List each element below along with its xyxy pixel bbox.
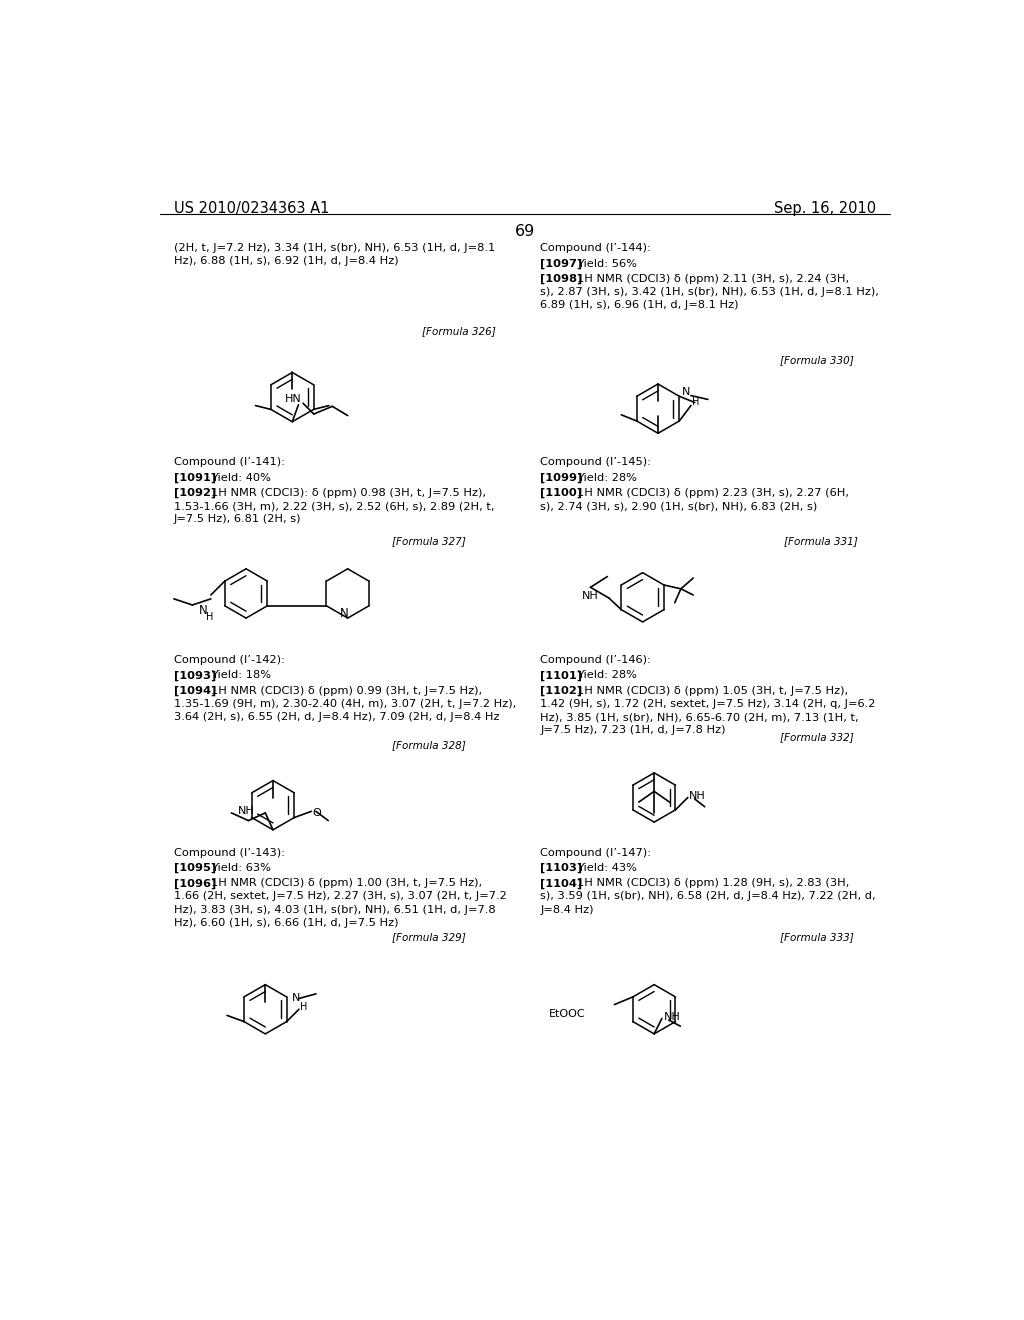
Text: Hz), 3.83 (3H, s), 4.03 (1H, s(br), NH), 6.51 (1H, d, J=7.8: Hz), 3.83 (3H, s), 4.03 (1H, s(br), NH),…	[174, 904, 496, 915]
Text: Yield: 40%: Yield: 40%	[211, 473, 270, 483]
Text: 69: 69	[515, 224, 535, 239]
Text: N: N	[199, 605, 208, 618]
Text: H: H	[300, 1002, 307, 1012]
Text: EtOOC: EtOOC	[549, 1008, 585, 1019]
Text: J=7.5 Hz), 6.81 (2H, s): J=7.5 Hz), 6.81 (2H, s)	[174, 515, 301, 524]
Text: Compound (I’-143):: Compound (I’-143):	[174, 847, 285, 858]
Text: Hz), 6.88 (1H, s), 6.92 (1H, d, J=8.4 Hz): Hz), 6.88 (1H, s), 6.92 (1H, d, J=8.4 Hz…	[174, 256, 398, 267]
Text: [Formula 331]: [Formula 331]	[783, 536, 857, 545]
Text: [Formula 328]: [Formula 328]	[392, 739, 466, 750]
Text: NH: NH	[582, 591, 598, 601]
Text: Yield: 56%: Yield: 56%	[578, 259, 637, 268]
Text: NH: NH	[689, 791, 707, 801]
Text: s), 2.87 (3H, s), 3.42 (1H, s(br), NH), 6.53 (1H, d, J=8.1 Hz),: s), 2.87 (3H, s), 3.42 (1H, s(br), NH), …	[541, 286, 879, 297]
Text: s), 2.74 (3H, s), 2.90 (1H, s(br), NH), 6.83 (2H, s): s), 2.74 (3H, s), 2.90 (1H, s(br), NH), …	[541, 502, 817, 511]
Text: [Formula 332]: [Formula 332]	[779, 733, 853, 742]
Text: 1H NMR (CDCl3) δ (ppm) 1.00 (3H, t, J=7.5 Hz),: 1H NMR (CDCl3) δ (ppm) 1.00 (3H, t, J=7.…	[211, 878, 481, 888]
Text: Sep. 16, 2010: Sep. 16, 2010	[774, 201, 876, 215]
Text: 1.53-1.66 (3H, m), 2.22 (3H, s), 2.52 (6H, s), 2.89 (2H, t,: 1.53-1.66 (3H, m), 2.22 (3H, s), 2.52 (6…	[174, 502, 495, 511]
Text: O: O	[312, 808, 322, 818]
Text: [Formula 333]: [Formula 333]	[779, 932, 853, 942]
Text: N: N	[340, 607, 349, 619]
Text: s), 3.59 (1H, s(br), NH), 6.58 (2H, d, J=8.4 Hz), 7.22 (2H, d,: s), 3.59 (1H, s(br), NH), 6.58 (2H, d, J…	[541, 891, 876, 902]
Text: NH: NH	[664, 1012, 680, 1022]
Text: [Formula 330]: [Formula 330]	[779, 355, 853, 364]
Text: Yield: 43%: Yield: 43%	[578, 863, 637, 873]
Text: J=8.4 Hz): J=8.4 Hz)	[541, 904, 594, 915]
Text: [1094]: [1094]	[174, 686, 216, 696]
Text: HN: HN	[285, 393, 301, 404]
Text: Yield: 28%: Yield: 28%	[578, 671, 637, 680]
Text: [1099]: [1099]	[541, 473, 583, 483]
Text: [1103]: [1103]	[541, 863, 583, 874]
Text: [1104]: [1104]	[541, 878, 583, 888]
Text: Yield: 63%: Yield: 63%	[211, 863, 270, 873]
Text: 1H NMR (CDCl3) δ (ppm) 2.23 (3H, s), 2.27 (6H,: 1H NMR (CDCl3) δ (ppm) 2.23 (3H, s), 2.2…	[578, 488, 849, 498]
Text: [1097]: [1097]	[541, 259, 583, 269]
Text: Compound (I’-141):: Compound (I’-141):	[174, 457, 285, 467]
Text: Hz), 3.85 (1H, s(br), NH), 6.65-6.70 (2H, m), 7.13 (1H, t,: Hz), 3.85 (1H, s(br), NH), 6.65-6.70 (2H…	[541, 711, 859, 722]
Text: 1H NMR (CDCl3): δ (ppm) 0.98 (3H, t, J=7.5 Hz),: 1H NMR (CDCl3): δ (ppm) 0.98 (3H, t, J=7…	[211, 488, 485, 498]
Text: US 2010/0234363 A1: US 2010/0234363 A1	[174, 201, 329, 215]
Text: [Formula 326]: [Formula 326]	[422, 326, 496, 337]
Text: 1H NMR (CDCl3) δ (ppm) 0.99 (3H, t, J=7.5 Hz),: 1H NMR (CDCl3) δ (ppm) 0.99 (3H, t, J=7.…	[211, 686, 481, 696]
Text: 1H NMR (CDCl3) δ (ppm) 1.28 (9H, s), 2.83 (3H,: 1H NMR (CDCl3) δ (ppm) 1.28 (9H, s), 2.8…	[578, 878, 850, 888]
Text: Compound (I’-147):: Compound (I’-147):	[541, 847, 651, 858]
Text: [1091]: [1091]	[174, 473, 216, 483]
Text: 1H NMR (CDCl3) δ (ppm) 2.11 (3H, s), 2.24 (3H,: 1H NMR (CDCl3) δ (ppm) 2.11 (3H, s), 2.2…	[578, 275, 849, 284]
Text: [1102]: [1102]	[541, 686, 583, 696]
Text: Compound (I’-145):: Compound (I’-145):	[541, 457, 651, 467]
Text: [Formula 327]: [Formula 327]	[392, 536, 466, 545]
Text: Yield: 18%: Yield: 18%	[211, 671, 270, 680]
Text: [1098]: [1098]	[541, 275, 583, 284]
Text: H: H	[206, 612, 213, 622]
Text: [1100]: [1100]	[541, 488, 583, 498]
Text: Compound (I’-146):: Compound (I’-146):	[541, 655, 651, 665]
Text: [1092]: [1092]	[174, 488, 216, 498]
Text: 6.89 (1H, s), 6.96 (1H, d, J=8.1 Hz): 6.89 (1H, s), 6.96 (1H, d, J=8.1 Hz)	[541, 300, 738, 310]
Text: Compound (I’-142):: Compound (I’-142):	[174, 655, 285, 665]
Text: [1101]: [1101]	[541, 671, 583, 681]
Text: 3.64 (2H, s), 6.55 (2H, d, J=8.4 Hz), 7.09 (2H, d, J=8.4 Hz: 3.64 (2H, s), 6.55 (2H, d, J=8.4 Hz), 7.…	[174, 711, 499, 722]
Text: 1.42 (9H, s), 1.72 (2H, sextet, J=7.5 Hz), 3.14 (2H, q, J=6.2: 1.42 (9H, s), 1.72 (2H, sextet, J=7.5 Hz…	[541, 700, 876, 709]
Text: J=7.5 Hz), 7.23 (1H, d, J=7.8 Hz): J=7.5 Hz), 7.23 (1H, d, J=7.8 Hz)	[541, 725, 726, 735]
Text: Compound (I’-144):: Compound (I’-144):	[541, 243, 651, 253]
Text: Yield: 28%: Yield: 28%	[578, 473, 637, 483]
Text: [1093]: [1093]	[174, 671, 216, 681]
Text: (2H, t, J=7.2 Hz), 3.34 (1H, s(br), NH), 6.53 (1H, d, J=8.1: (2H, t, J=7.2 Hz), 3.34 (1H, s(br), NH),…	[174, 243, 495, 253]
Text: NH: NH	[238, 807, 255, 816]
Text: N: N	[682, 387, 690, 397]
Text: [1095]: [1095]	[174, 863, 216, 874]
Text: 1.35-1.69 (9H, m), 2.30-2.40 (4H, m), 3.07 (2H, t, J=7.2 Hz),: 1.35-1.69 (9H, m), 2.30-2.40 (4H, m), 3.…	[174, 700, 516, 709]
Text: 1H NMR (CDCl3) δ (ppm) 1.05 (3H, t, J=7.5 Hz),: 1H NMR (CDCl3) δ (ppm) 1.05 (3H, t, J=7.…	[578, 686, 848, 696]
Text: H: H	[692, 397, 699, 407]
Text: [1096]: [1096]	[174, 878, 216, 888]
Text: 1.66 (2H, sextet, J=7.5 Hz), 2.27 (3H, s), 3.07 (2H, t, J=7.2: 1.66 (2H, sextet, J=7.5 Hz), 2.27 (3H, s…	[174, 891, 507, 902]
Text: Hz), 6.60 (1H, s), 6.66 (1H, d, J=7.5 Hz): Hz), 6.60 (1H, s), 6.66 (1H, d, J=7.5 Hz…	[174, 917, 398, 928]
Text: [Formula 329]: [Formula 329]	[392, 932, 466, 942]
Text: N: N	[292, 994, 300, 1003]
